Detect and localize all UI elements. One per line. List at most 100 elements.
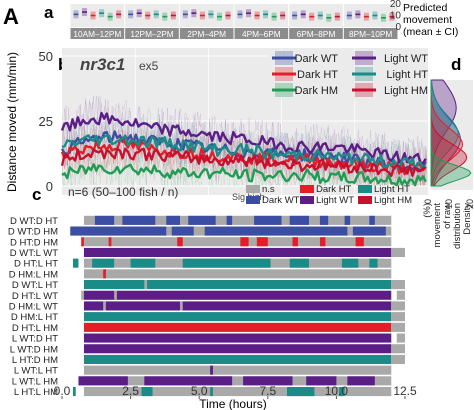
panel-a-ytick-10: 10 (390, 11, 402, 22)
panel-a-point-light-wt-4 (300, 13, 306, 16)
panel-c-row-base-l-wt-d-hm (83, 344, 392, 354)
panel-a-point-light-wt-2 (191, 12, 197, 14)
panel-c-segment-d-ht-l-ht-0 (72, 258, 79, 268)
panel-a-point-dark-hm-3 (271, 15, 277, 18)
panel-c-segment-d-wt-d-ht-9 (369, 215, 375, 225)
panel-a-point-dark-ht-0 (90, 14, 96, 17)
panel-c-row-label-l-wt-d-hm: L WT:D HM (10, 344, 58, 355)
panel-c-legend-key-dark-wt (246, 196, 260, 204)
panel-a-ytick-20: 20 (390, 0, 402, 10)
panel-c-segment-l-ht-l-hm-4 (339, 387, 345, 397)
panel-c-x-axis: 0.0 2.5 5.0 7.5 10.0 12.5 (54, 384, 417, 399)
panel-d-xlabel-line-1: Density (462, 203, 473, 235)
panel-a-point-dark-ht-1 (145, 14, 151, 17)
panel-c-row-base-l-wt-d-ht (83, 333, 392, 343)
panel-a-point-dark-wt-2 (182, 13, 188, 16)
panel-c-legend-key-dark-ht (300, 185, 314, 193)
panel-c-segment-l-wt-d-ht-0 (396, 333, 405, 343)
panel-a-strip-4pm-6pm (234, 28, 289, 39)
panel-a-point-light-hm-5 (389, 15, 395, 18)
panel-c-segment-d-wt-d-ht-7 (319, 215, 329, 225)
panel-a-ylabel-line-1: Predicted (403, 2, 448, 14)
panel-b-series-line-light-ht (61, 134, 427, 171)
panel-a-point-light-hm-3 (280, 14, 286, 17)
panel-b-legend-label-light-wt: Light WT (384, 53, 428, 65)
panel-a-point-light-hm-2 (225, 14, 231, 17)
panel-c-segment-d-ht-l-ht-3 (182, 258, 271, 268)
panel-a-point-light-hm-4 (334, 15, 340, 18)
panel-a-facet-plot-12pm-2pm (125, 4, 179, 27)
panel-c-segment-d-wt-d-ht-4 (226, 215, 233, 225)
panel-c-segment-d-ht-l-ht-2 (130, 258, 156, 268)
panel-a-strip-12pm-2pm (125, 28, 179, 39)
panel-c-segment-d-ht-d-hm-0 (81, 237, 84, 247)
panel-c-row-label-d-wt-l-ht: D WT:L HT (12, 280, 58, 291)
panel-c-row-base-d-ht-l-hm (83, 322, 392, 332)
panel-c-row-label-l-ht-l-hm: L HT:L HM (14, 387, 58, 398)
panel-a-facet-plot-6pm-8pm (289, 4, 343, 27)
panel-c-segment-d-wt-d-ht-0 (94, 215, 115, 225)
panel-c-segment-l-wt-l-hm-4 (347, 376, 375, 386)
panel-a-point-dark-wt-0 (73, 13, 79, 16)
panel-c-legend-label-light-hm: Light HM (374, 195, 412, 206)
panel-b-title-gene: nr3c1 (80, 55, 125, 74)
panel-b-legend-label-dark-hm: Dark HM (295, 85, 338, 97)
panel-a-point-dark-ht-3 (254, 14, 260, 17)
panel-b-legend-label-dark-wt: Dark WT (295, 53, 339, 65)
panel-letter-A: A (3, 4, 19, 29)
panel-c-segment-d-hm-l-wt-1 (179, 301, 183, 311)
panel-a-point-light-ht-1 (153, 13, 159, 16)
panel-c-xtick-7.5: 7.5 (259, 384, 276, 398)
panel-c-row-base-l-ht-d-hm (83, 354, 392, 364)
panel-c-xtick-2.5: 2.5 (122, 384, 139, 398)
panel-a-point-dark-hm-0 (107, 15, 113, 18)
panel-a-point-light-wt-3 (246, 12, 252, 14)
panel-c-segment-d-ht-l-ht-6 (369, 258, 378, 268)
panel-c-segment-d-wt-d-ht-3 (188, 215, 216, 225)
panel-a-strip-label-10am-12pm: 10AM–12PM (73, 29, 121, 39)
panel-c-legend-label-light-wt: Light WT (316, 195, 354, 206)
panel-c-row-label-d-ht-l-hm: D HT:L HM (12, 323, 58, 334)
panel-b-sample-size-note: n=6 (50–100 fish / n) (68, 185, 178, 199)
panel-c-segment-d-wt-d-ht-1 (122, 215, 156, 225)
panel-c-row-base-l-ht-l-hm (83, 387, 392, 397)
panel-a-facet-plot-4pm-6pm (234, 4, 289, 27)
panel-b-legend: Dark WT Light WT Dark HT Light HT Dark HM Lig… (268, 50, 428, 100)
panel-a-point-dark-wt-4 (292, 14, 298, 17)
panel-b-raw-trace-light-hm-1 (61, 129, 428, 186)
panel-c-xlabel: Time (hours) (199, 397, 267, 410)
panel-c-row-label-d-ht-d-hm: D HT:D HM (10, 237, 58, 248)
panel-a-point-light-ht-3 (263, 13, 269, 16)
panel-letter-c: c (32, 185, 41, 204)
panel-c-row-label-d-hm-l-wt: D HM:L WT (9, 301, 58, 312)
panel-a-point-dark-ht-2 (199, 14, 205, 17)
panel-c-segment-d-wt-d-hm-2 (204, 226, 348, 236)
panel-c-segment-l-wt-d-hm-0 (391, 344, 405, 354)
panel-c-segment-d-wt-d-ht-6 (289, 215, 309, 225)
panel-b-ylabel: Distance moved (mm/min) (5, 52, 19, 192)
panel-c-xtick-12.5: 12.5 (393, 384, 417, 398)
panel-a-ytick-0: 0 (395, 22, 401, 33)
panel-a-ylabel-line-2: movement (403, 14, 452, 26)
panel-c-row-base-d-hm-l-wt (83, 301, 392, 311)
panel-a-point-dark-wt-3 (237, 13, 243, 16)
panel-c-segment-d-wt-d-hm-1 (171, 226, 194, 236)
panel-c-segment-d-wt-d-hm-3 (352, 226, 386, 236)
panel-b-series-line-light-hm (60, 147, 426, 177)
panel-c-segment-d-wt-d-ht-8 (344, 215, 351, 225)
panel-c-segment-d-ht-l-ht-4 (289, 258, 309, 268)
panel-c-segment-d-hm-l-ht-0 (391, 312, 405, 322)
panel-c-row-base-d-ht-l-wt (83, 290, 392, 300)
panel-b-ytick-0: 0 (46, 179, 53, 194)
panel-c-row-base-d-ht-d-hm (83, 237, 392, 247)
panel-b-legend-label-light-hm: Light HM (384, 85, 428, 97)
panel-b-legend-label-dark-ht: Dark HT (297, 69, 338, 81)
panel-c-segment-d-ht-d-hm-2 (177, 237, 183, 247)
panel-a-point-light-wt-0 (82, 11, 88, 13)
panel-b-series-line-dark-hm (61, 163, 427, 187)
panel-d-density-light-wt (430, 79, 457, 187)
